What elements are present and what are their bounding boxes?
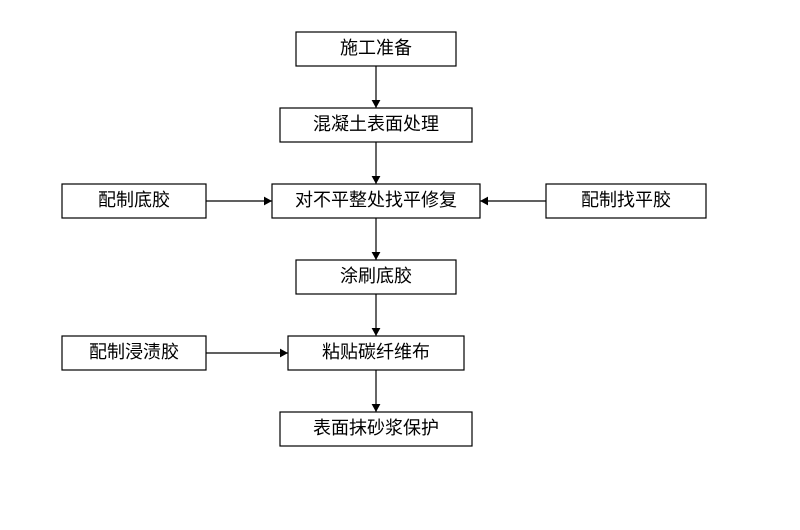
flow-node-label: 施工准备 bbox=[340, 38, 412, 58]
flow-node-l2: 配制浸渍胶 bbox=[62, 336, 206, 370]
flow-node-n2: 混凝土表面处理 bbox=[280, 108, 472, 142]
flow-node-label: 配制浸渍胶 bbox=[89, 342, 179, 362]
flow-node-label: 粘贴碳纤维布 bbox=[322, 342, 430, 362]
flow-node-r1: 配制找平胶 bbox=[546, 184, 706, 218]
flow-node-n6: 表面抹砂浆保护 bbox=[280, 412, 472, 446]
flow-node-n3: 对不平整处找平修复 bbox=[272, 184, 480, 218]
flow-node-label: 涂刷底胶 bbox=[340, 266, 412, 286]
flow-node-label: 配制底胶 bbox=[98, 190, 170, 210]
flow-node-n1: 施工准备 bbox=[296, 32, 456, 66]
flow-node-label: 配制找平胶 bbox=[581, 190, 671, 210]
flow-node-label: 对不平整处找平修复 bbox=[295, 190, 457, 210]
flow-node-n4: 涂刷底胶 bbox=[296, 260, 456, 294]
flow-node-l1: 配制底胶 bbox=[62, 184, 206, 218]
flow-node-n5: 粘贴碳纤维布 bbox=[288, 336, 464, 370]
flow-node-label: 混凝土表面处理 bbox=[313, 114, 439, 134]
flow-node-label: 表面抹砂浆保护 bbox=[313, 418, 439, 438]
